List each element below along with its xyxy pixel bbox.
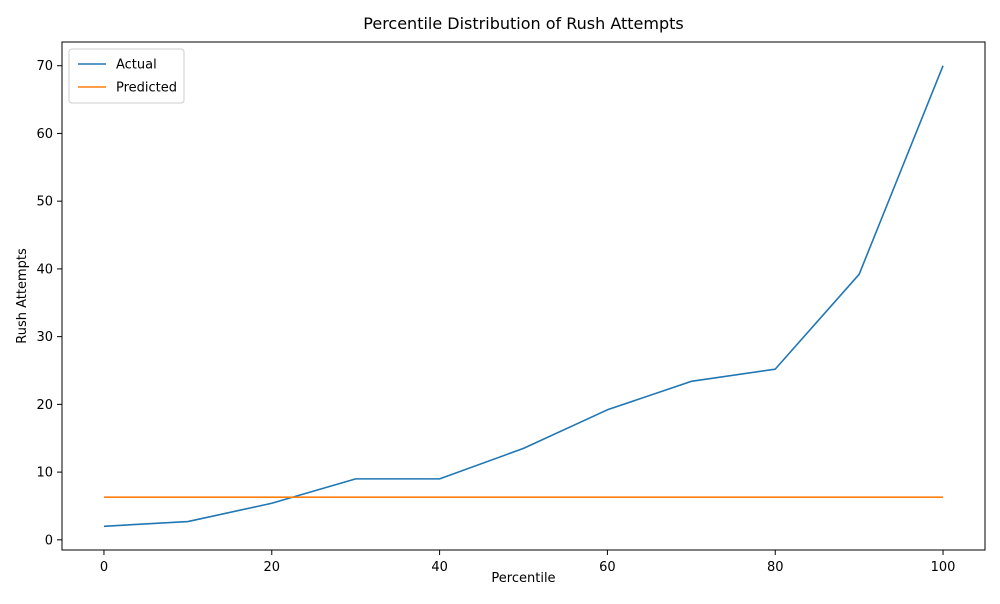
x-tick-label: 60 xyxy=(599,560,616,575)
y-tick-label: 70 xyxy=(36,59,53,74)
x-tick-label: 0 xyxy=(100,560,108,575)
y-tick-label: 0 xyxy=(45,533,53,548)
y-tick-label: 50 xyxy=(36,195,53,210)
x-tick-label: 40 xyxy=(431,560,448,575)
y-axis-ticks: 0 10 20 30 40 50 60 70 xyxy=(36,59,62,548)
y-axis-label: Rush Attempts xyxy=(15,248,30,344)
legend: Actual Predicted xyxy=(68,48,185,104)
y-tick-label: 10 xyxy=(36,466,53,481)
y-tick-label: 20 xyxy=(36,398,53,413)
x-tick-label: 100 xyxy=(931,560,956,575)
series-layer xyxy=(103,65,944,528)
chart-title: Percentile Distribution of Rush Attempts xyxy=(363,14,683,33)
x-tick-label: 20 xyxy=(263,560,280,575)
y-tick-label: 30 xyxy=(36,330,53,345)
plot-area xyxy=(61,41,986,551)
x-tick-label: 80 xyxy=(767,560,784,575)
legend-label-actual: Actual xyxy=(116,58,157,73)
y-tick-label: 60 xyxy=(36,127,53,142)
plot-frame xyxy=(61,41,986,551)
legend-box xyxy=(68,48,185,104)
x-axis-label: Percentile xyxy=(491,571,555,586)
x-axis-ticks: 0 20 40 60 80 100 xyxy=(100,550,956,575)
y-tick-label: 40 xyxy=(36,262,53,277)
legend-label-predicted: Predicted xyxy=(116,81,177,96)
series-line-actual xyxy=(103,65,944,528)
